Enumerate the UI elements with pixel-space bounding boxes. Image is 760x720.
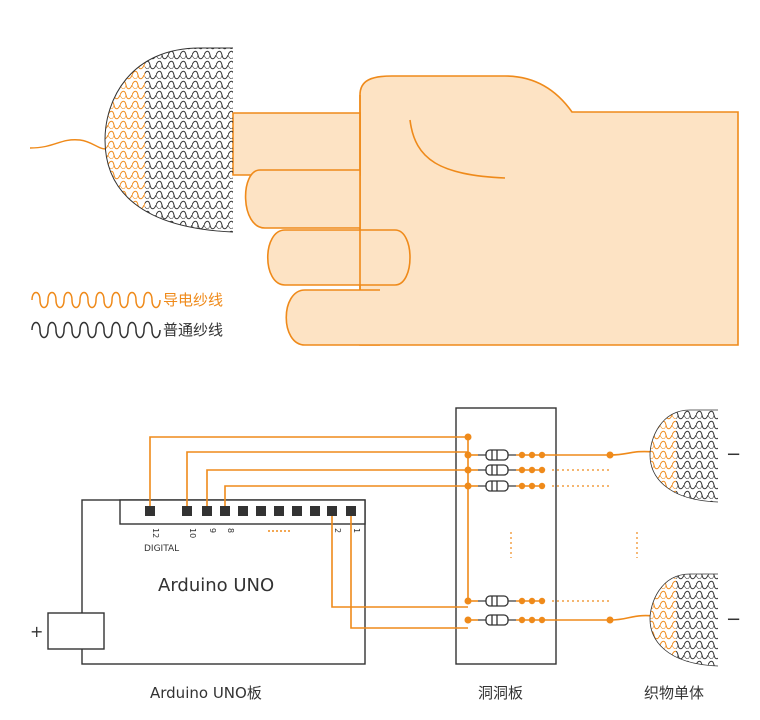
wires bbox=[149, 433, 478, 629]
pin-label-1: 1 bbox=[352, 528, 361, 533]
power-jack bbox=[47, 612, 105, 650]
fabric-unit-bottom bbox=[649, 573, 719, 667]
pin-label-12: 12 bbox=[151, 528, 160, 538]
hand-illustration bbox=[232, 75, 739, 346]
minus-bottom: − bbox=[726, 609, 741, 630]
breadboard-caption: 洞洞板 bbox=[478, 684, 523, 702]
fabric-cap bbox=[104, 47, 234, 233]
pin-label-8: 8 bbox=[226, 528, 235, 533]
pin-10 bbox=[182, 506, 192, 516]
pin-8 bbox=[220, 506, 230, 516]
pin-labels: 12 10 9 8 2 1 bbox=[151, 528, 361, 538]
pin-12 bbox=[145, 506, 155, 516]
plus-label: + bbox=[30, 622, 43, 641]
pin-1 bbox=[346, 506, 356, 516]
pin-header bbox=[145, 506, 356, 532]
pin-9 bbox=[202, 506, 212, 516]
pin-label-9: 9 bbox=[208, 528, 217, 533]
normal-yarn-label: 普通纱线 bbox=[163, 321, 223, 339]
arduino-title: Arduino UNO bbox=[158, 575, 274, 596]
fabric-unit-top bbox=[649, 409, 719, 503]
yarn-tail bbox=[29, 139, 111, 150]
pin-label-2: 2 bbox=[333, 528, 342, 533]
minus-top: − bbox=[726, 444, 741, 465]
fabric-caption: 织物单体 bbox=[644, 684, 704, 702]
conductive-yarn-label: 导电纱线 bbox=[163, 291, 223, 309]
pin-label-10: 10 bbox=[188, 528, 197, 538]
conductive-yarn-swatch bbox=[31, 291, 161, 309]
output-lines bbox=[510, 450, 656, 624]
normal-yarn-swatch bbox=[31, 321, 161, 339]
pin-2 bbox=[327, 506, 337, 516]
legend: 导电纱线 普通纱线 bbox=[31, 291, 223, 339]
arduino-caption: Arduino UNO板 bbox=[150, 684, 262, 702]
arduino-board: + Arduino UNO DIGITAL bbox=[30, 499, 366, 665]
breadboard bbox=[455, 407, 557, 665]
digital-label: DIGITAL bbox=[144, 544, 179, 554]
